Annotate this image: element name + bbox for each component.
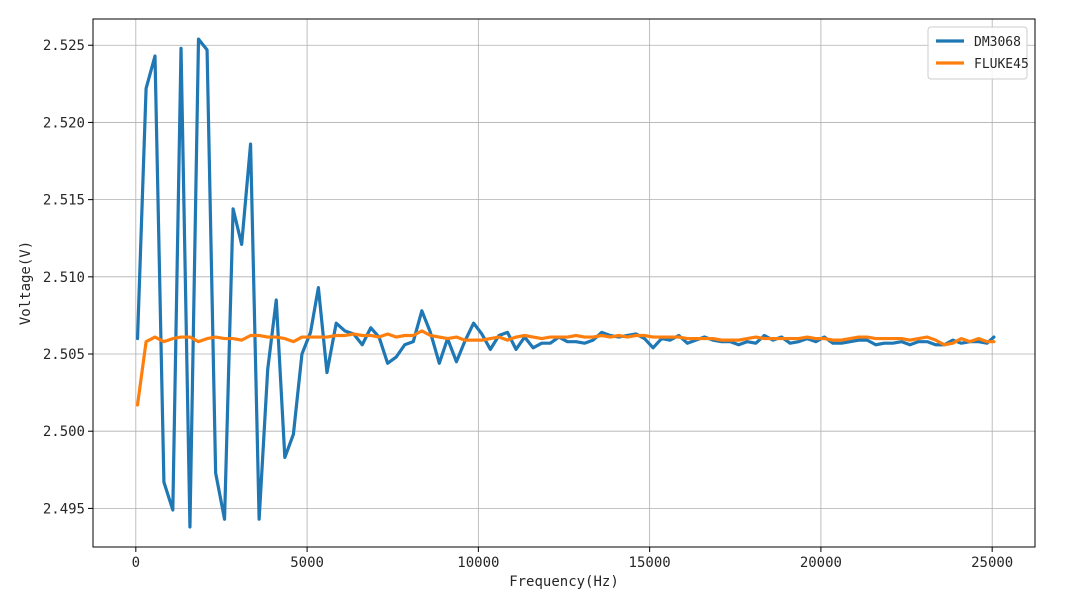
axis-ticks: 0 5000 10000 15000 20000 25000 2.495 2.500 2.505…	[43, 38, 1013, 571]
y-tick-label: 2.510	[43, 270, 85, 286]
series-line-dm3068	[135, 37, 996, 529]
y-tick-label: 2.515	[43, 193, 85, 209]
grid	[93, 19, 1035, 547]
x-tick-label: 20000	[800, 555, 842, 571]
series-group	[135, 37, 996, 529]
x-tick-label: 0	[132, 555, 140, 571]
plot-frame	[92, 18, 1036, 548]
x-tick-label: 10000	[457, 555, 499, 571]
legend: DM3068 FLUKE45	[927, 26, 1029, 80]
legend-label-dm3068: DM3068	[974, 35, 1021, 50]
y-tick-label: 2.520	[43, 115, 85, 131]
x-tick-label: 25000	[971, 555, 1013, 571]
x-tick-label: 5000	[290, 555, 324, 571]
y-tick-label: 2.500	[43, 424, 85, 440]
x-axis-label: Frequency(Hz)	[509, 574, 619, 590]
x-tick-label: 15000	[629, 555, 671, 571]
y-tick-label: 2.505	[43, 347, 85, 363]
y-tick-label: 2.495	[43, 501, 85, 517]
y-axis-label: Voltage(V)	[18, 241, 34, 325]
series-line-fluke45	[135, 329, 996, 407]
legend-label-fluke45: FLUKE45	[974, 57, 1029, 72]
y-tick-label: 2.525	[43, 38, 85, 54]
